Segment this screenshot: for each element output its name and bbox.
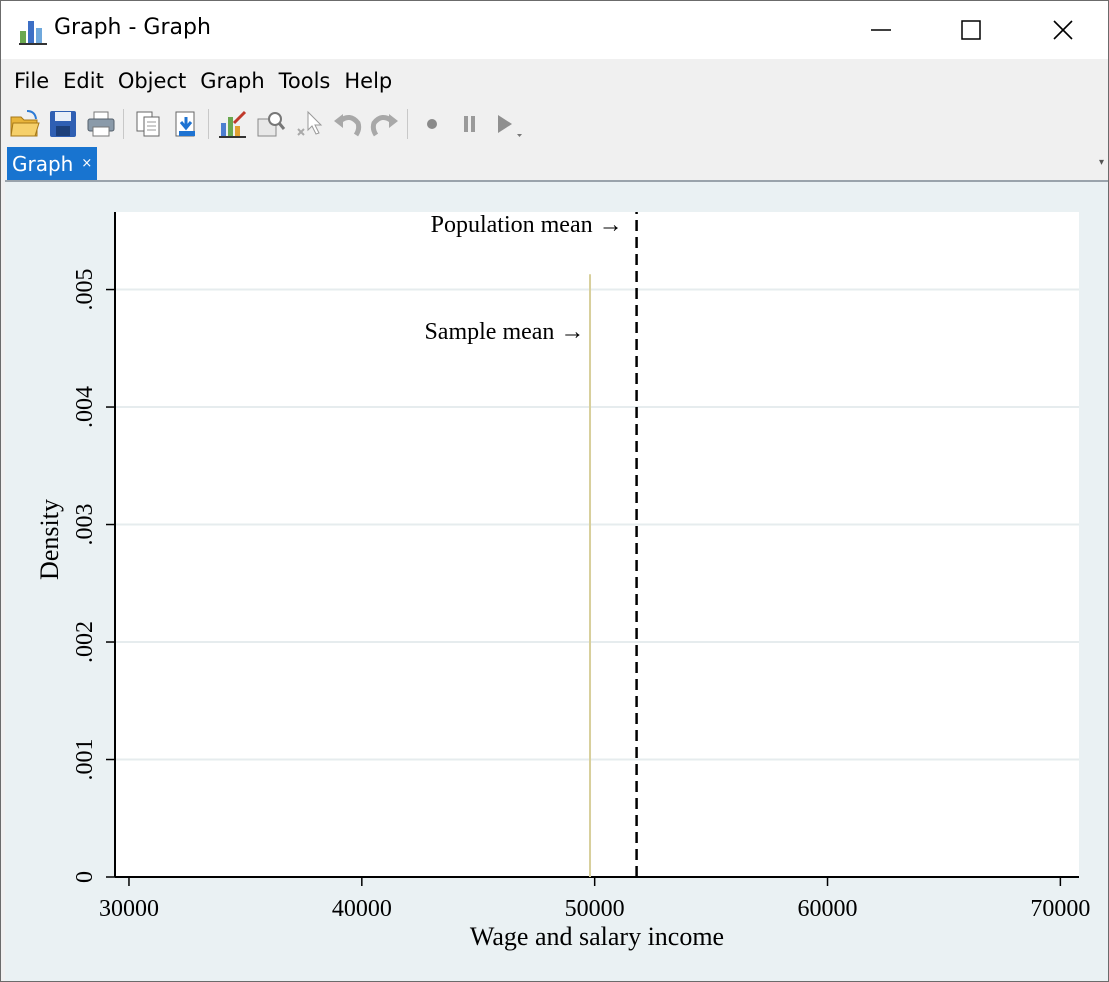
sample-mean-label: Sample mean →: [424, 319, 584, 345]
print-button[interactable]: [83, 106, 119, 142]
tab-close-icon[interactable]: ×: [81, 156, 93, 171]
x-tick-label: 30000: [99, 896, 159, 922]
menu-tools[interactable]: Tools: [278, 69, 331, 93]
close-icon: [1053, 20, 1073, 40]
menu-graph[interactable]: Graph: [200, 69, 265, 93]
open-button[interactable]: [7, 106, 43, 142]
x-axis-title: Wage and salary income: [470, 922, 724, 951]
y-axis-title: Density: [35, 499, 64, 580]
undo-button[interactable]: [329, 106, 365, 142]
maximize-icon: [961, 20, 981, 40]
x-tick-label: 40000: [332, 896, 392, 922]
tab-graph[interactable]: Graph ×: [7, 147, 98, 180]
toolbar: [1, 101, 1108, 147]
redo-icon: [370, 114, 398, 137]
y-tick-label: .005: [72, 269, 98, 311]
toolbar-separator: [407, 109, 408, 139]
window-title: Graph - Graph: [54, 15, 211, 40]
plot-background: [115, 212, 1079, 877]
play-icon: [498, 115, 522, 137]
title-bar: Graph - Graph: [1, 1, 1108, 59]
zoom-icon: [257, 112, 286, 137]
print-icon: [87, 111, 115, 137]
y-tick-label: .003: [72, 504, 98, 546]
x-tick-label: 70000: [1030, 896, 1090, 922]
copy-button[interactable]: [130, 106, 166, 142]
x-tick-label: 50000: [565, 896, 625, 922]
close-button[interactable]: [1017, 1, 1108, 59]
menu-object[interactable]: Object: [117, 69, 187, 93]
tab-dropdown-icon[interactable]: ▾: [1098, 157, 1104, 168]
menu-bar: File Edit Object Graph Tools Help: [1, 63, 1108, 99]
redo-button[interactable]: [367, 106, 403, 142]
pointer-button[interactable]: [291, 106, 327, 142]
pause-button[interactable]: [452, 106, 488, 142]
copy-icon: [136, 111, 160, 137]
minimize-button[interactable]: [835, 1, 927, 59]
save-as-button[interactable]: [168, 106, 204, 142]
y-tick-label: .002: [72, 621, 98, 663]
y-tick-label: .004: [72, 386, 98, 428]
menu-help[interactable]: Help: [344, 69, 393, 93]
save-icon: [50, 111, 76, 137]
record-button[interactable]: [414, 106, 450, 142]
open-icon: [10, 110, 40, 137]
save-as-icon: [175, 111, 195, 137]
x-tick-label: 60000: [798, 896, 858, 922]
tab-strip: Graph × ▾: [1, 147, 1108, 180]
zoom-button[interactable]: [253, 106, 289, 142]
graph-editor-icon: [219, 110, 247, 138]
save-button[interactable]: [45, 106, 81, 142]
pause-icon: [464, 116, 475, 132]
y-tick-label: 0: [72, 871, 98, 883]
bar-chart-icon: [19, 21, 47, 45]
record-icon: [427, 119, 437, 129]
y-tick-label: .001: [72, 739, 98, 781]
maximize-button[interactable]: [925, 1, 1017, 59]
density-chart: 0 .001 .002 .003 .004 .005 30000 40000 50000 6000…: [35, 212, 1090, 951]
undo-icon: [334, 114, 362, 137]
toolbar-separator: [123, 109, 124, 139]
toolbar-separator: [208, 109, 209, 139]
graph-editor-button[interactable]: [215, 106, 251, 142]
tab-label: Graph: [12, 151, 74, 176]
menu-edit[interactable]: Edit: [63, 69, 104, 93]
graph-canvas: 0 .001 .002 .003 .004 .005 30000 40000 50000 6000…: [5, 180, 1108, 981]
population-mean-label: Population mean →: [431, 212, 623, 238]
play-button[interactable]: [490, 106, 526, 142]
minimize-icon: [871, 29, 891, 31]
pointer-icon: [297, 110, 323, 136]
menu-file[interactable]: File: [14, 69, 50, 93]
